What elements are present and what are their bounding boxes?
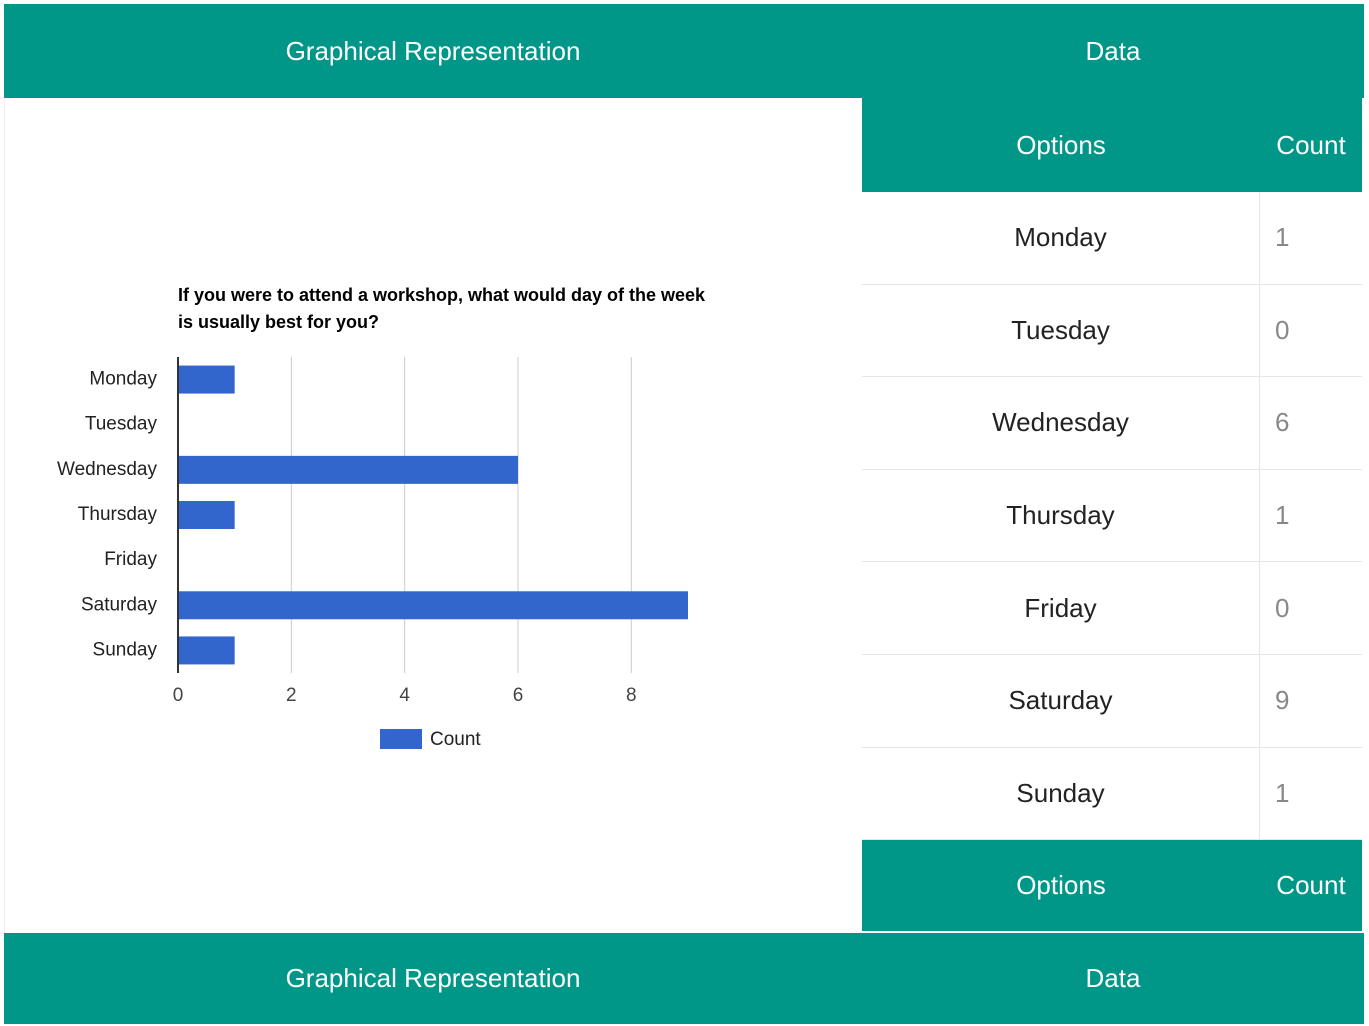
count-cell: 0 bbox=[1260, 285, 1362, 378]
x-tick-label: 0 bbox=[173, 685, 184, 706]
legend-swatch bbox=[380, 729, 422, 749]
count-cell: 6 bbox=[1260, 377, 1362, 470]
column-footer: Options bbox=[862, 840, 1260, 931]
tab-data-footer[interactable]: Data bbox=[862, 933, 1364, 1024]
option-cell: Saturday bbox=[862, 655, 1260, 748]
option-cell: Thursday bbox=[862, 469, 1260, 563]
chart-title: If you were to attend a workshop, what w… bbox=[178, 285, 706, 332]
count-cell: 0 bbox=[1260, 562, 1362, 655]
y-tick-label: Wednesday bbox=[57, 459, 157, 480]
count-cell: 9 bbox=[1260, 655, 1362, 748]
column-footer: Count bbox=[1260, 840, 1362, 931]
y-tick-label: Monday bbox=[89, 369, 157, 390]
option-cell: Wednesday bbox=[862, 377, 1260, 470]
bar bbox=[178, 365, 235, 394]
x-tick-label: 6 bbox=[513, 685, 524, 706]
legend-label: Count bbox=[430, 729, 481, 750]
y-tick-label: Saturday bbox=[81, 594, 158, 615]
x-tick-label: 4 bbox=[399, 685, 410, 706]
chart: 0 2 4 6 8 Monday Tuesday Wednesday Thursday Frida… bbox=[57, 357, 688, 750]
count-cell: 1 bbox=[1260, 470, 1362, 563]
x-tick-label: 8 bbox=[626, 685, 637, 706]
option-cell: Sunday bbox=[862, 747, 1260, 841]
bar bbox=[178, 591, 688, 620]
chart-panel bbox=[4, 98, 862, 933]
y-tick-label: Tuesday bbox=[85, 414, 158, 435]
count-cell: 1 bbox=[1260, 192, 1362, 285]
tab-graph-footer[interactable]: Graphical Representation bbox=[4, 933, 862, 1024]
option-cell: Monday bbox=[862, 192, 1260, 285]
tab-graph[interactable]: Graphical Representation bbox=[4, 4, 862, 98]
bar bbox=[178, 501, 235, 529]
column-header: Options bbox=[862, 98, 1260, 192]
y-tick-label: Friday bbox=[104, 549, 157, 570]
y-tick-label: Thursday bbox=[78, 504, 158, 525]
x-tick-label: 2 bbox=[286, 685, 297, 706]
option-cell: Friday bbox=[862, 562, 1260, 655]
y-tick-label: Sunday bbox=[93, 639, 158, 660]
bar bbox=[178, 636, 235, 665]
bar bbox=[178, 455, 518, 484]
option-cell: Tuesday bbox=[862, 284, 1260, 378]
tab-data[interactable]: Data bbox=[862, 4, 1364, 98]
count-cell: 1 bbox=[1260, 748, 1362, 841]
column-header: Count bbox=[1260, 98, 1362, 192]
